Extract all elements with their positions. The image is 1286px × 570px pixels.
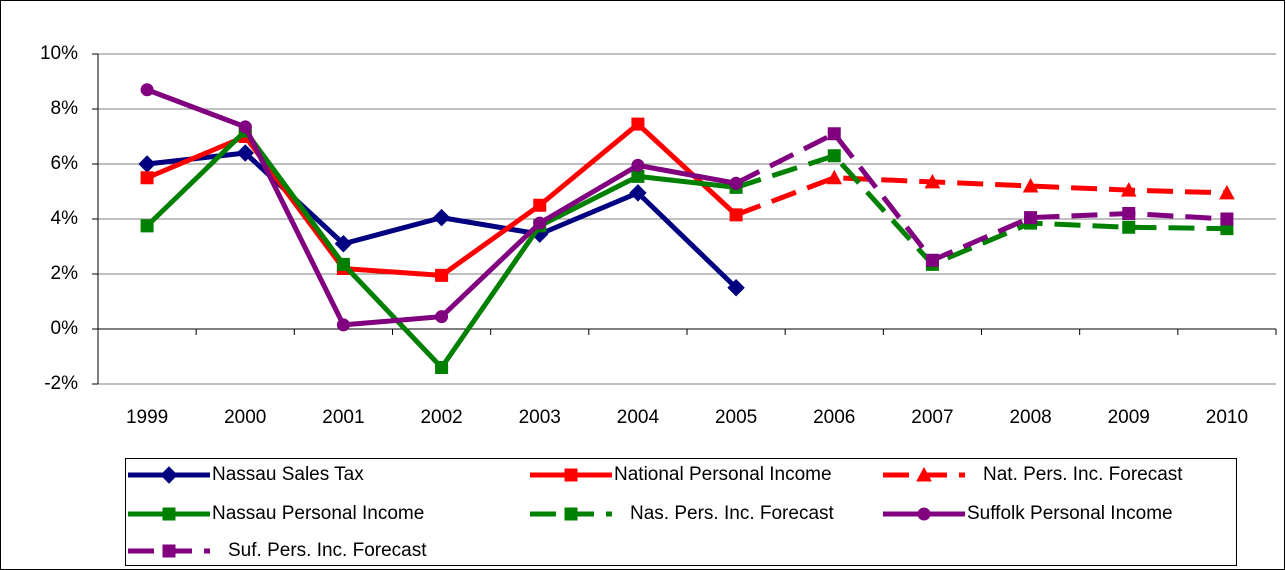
series-line [735, 153, 1227, 267]
x-tick-label: 2008 [1009, 407, 1051, 428]
marker [162, 544, 176, 558]
x-tick-label: 2005 [715, 407, 757, 428]
marker [236, 144, 254, 162]
marker [631, 117, 645, 131]
x-tick-label: 2009 [1108, 407, 1150, 428]
marker [533, 216, 547, 230]
marker [238, 120, 252, 134]
x-tick-label: 2007 [911, 407, 953, 428]
x-tick-label: 2010 [1206, 407, 1248, 428]
legend-label: Nassau Sales Tax [212, 464, 364, 485]
x-tick-label: 2000 [224, 407, 266, 428]
y-tick-label: 8% [51, 98, 79, 119]
marker [435, 268, 449, 282]
marker [631, 158, 645, 172]
marker [432, 208, 451, 227]
marker [336, 257, 350, 271]
marker [727, 279, 745, 297]
y-tick-label: 6% [51, 153, 79, 174]
series-line [734, 131, 1228, 263]
marker [140, 83, 154, 97]
marker [1120, 182, 1137, 197]
legend-item: Nassau Sales Tax [128, 464, 364, 485]
x-tick-label: 2003 [519, 407, 561, 428]
marker [1022, 177, 1039, 193]
marker [1122, 220, 1136, 234]
legend-item: Nassau Personal Income [128, 503, 424, 524]
legend-label: Suffolk Personal Income [967, 503, 1173, 524]
marker [334, 235, 353, 253]
x-tick-label: 2004 [617, 407, 660, 428]
y-tick-label: 2% [51, 263, 79, 284]
legend-item: Suffolk Personal Income [883, 503, 1173, 524]
y-tick-label: 0% [51, 318, 79, 339]
marker [925, 253, 939, 267]
marker [564, 507, 578, 521]
marker [827, 149, 841, 163]
legend-label: Nas. Pers. Inc. Forecast [630, 503, 835, 524]
marker [336, 318, 350, 332]
marker [564, 468, 578, 482]
x-tick-label: 2006 [813, 407, 855, 428]
marker [916, 466, 932, 482]
marker [140, 219, 154, 233]
legend-item: National Personal Income [530, 464, 832, 485]
marker [533, 198, 547, 212]
marker [631, 169, 645, 183]
marker [827, 127, 841, 141]
series-line [735, 175, 1227, 218]
x-tick-label: 1999 [126, 407, 168, 428]
marker [924, 173, 941, 189]
marker [917, 507, 931, 521]
marker [435, 310, 449, 324]
y-tick-label: 4% [51, 208, 79, 229]
x-tick-label: 2001 [322, 407, 364, 428]
legend-label: Nat. Pers. Inc. Forecast [983, 464, 1183, 485]
y-tick-label: -2% [44, 373, 78, 394]
marker [629, 184, 647, 202]
marker [140, 171, 154, 185]
y-tick-label: 10% [40, 43, 78, 64]
legend-label: Nassau Personal Income [212, 503, 424, 524]
marker [1122, 207, 1136, 220]
marker [162, 507, 176, 521]
marker [1220, 212, 1234, 226]
marker [435, 361, 449, 374]
marker [1219, 184, 1235, 200]
legend-box [125, 458, 1237, 566]
legend-label: National Personal Income [614, 464, 832, 485]
legend-item: Nat. Pers. Inc. Forecast [883, 464, 1183, 485]
x-tick-label: 2002 [420, 407, 462, 428]
legend-item: Nas. Pers. Inc. Forecast [530, 503, 835, 524]
legend-item: Suf. Pers. Inc. Forecast [128, 540, 427, 561]
marker [826, 169, 843, 185]
marker [1024, 211, 1038, 225]
marker [160, 466, 178, 484]
legend-label: Suf. Pers. Inc. Forecast [228, 540, 427, 561]
